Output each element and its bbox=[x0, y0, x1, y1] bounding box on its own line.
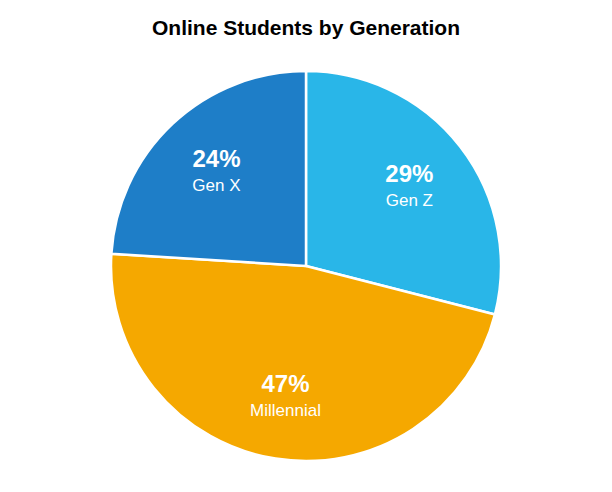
svg-text:Gen X: Gen X bbox=[192, 176, 240, 195]
svg-text:Millennial: Millennial bbox=[250, 401, 321, 420]
svg-text:29%: 29% bbox=[385, 160, 433, 187]
svg-text:Gen Z: Gen Z bbox=[386, 191, 433, 210]
svg-text:47%: 47% bbox=[262, 370, 310, 397]
svg-text:24%: 24% bbox=[192, 145, 240, 172]
html-text:Online Students by Generation: Online Students by Generation bbox=[152, 16, 460, 39]
